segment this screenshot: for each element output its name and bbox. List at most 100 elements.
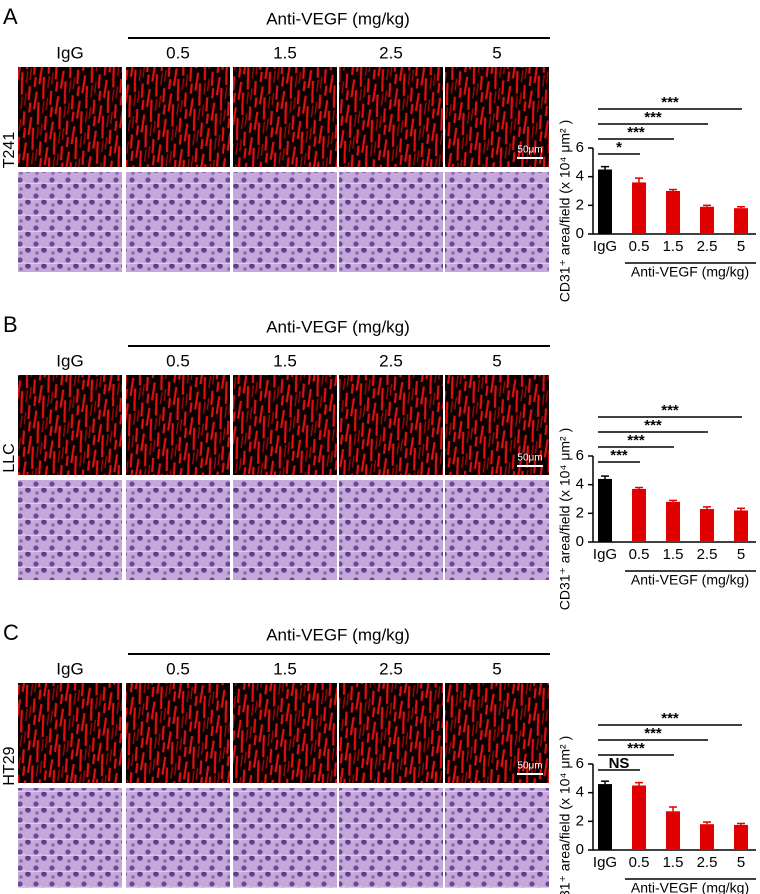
group-label: 0.5 [166, 659, 190, 678]
bar [598, 478, 612, 542]
he-image [339, 172, 443, 272]
group-label: 5 [492, 351, 501, 370]
cd31-image [126, 375, 230, 475]
x-tick-label: 5 [737, 854, 745, 871]
group-label: 2.5 [379, 659, 403, 678]
y-tick-label: 0 [576, 841, 584, 858]
group-label: 1.5 [273, 659, 297, 678]
he-image [126, 480, 230, 580]
significance-label: *** [644, 417, 662, 434]
y-tick-label: 6 [576, 755, 584, 772]
scale-bar-label: 50μm [517, 453, 542, 464]
x-tick-label: IgG [593, 238, 617, 255]
cd31-image [339, 683, 443, 783]
he-image [339, 480, 443, 580]
y-axis-label: CD31⁺ area/field (x 10⁴ μm² ) [557, 736, 573, 894]
scale-bar-label: 50μm [517, 145, 542, 156]
group-label: IgG [56, 43, 83, 62]
significance-label: *** [644, 109, 662, 126]
group-label: 2.5 [379, 43, 403, 62]
x-tick-label: 2.5 [697, 238, 718, 255]
he-image [18, 788, 122, 888]
significance-label: *** [610, 447, 628, 464]
he-image [126, 788, 230, 888]
x-tick-label: 0.5 [629, 854, 650, 871]
x-tick-label: IgG [593, 546, 617, 563]
group-label: 0.5 [166, 43, 190, 62]
he-image [445, 172, 549, 272]
panel-label: C [3, 620, 19, 645]
x-group-label: Anti-VEGF (mg/kg) [631, 264, 749, 280]
bar [700, 206, 714, 234]
cd31-image [18, 375, 122, 475]
treatment-label: Anti-VEGF (mg/kg) [266, 317, 410, 336]
group-label: 5 [492, 43, 501, 62]
x-tick-label: 0.5 [629, 238, 650, 255]
group-label: 1.5 [273, 351, 297, 370]
cd31-image [445, 375, 549, 475]
cell-line-label: HT29 [1, 746, 18, 785]
y-tick-label: 0 [576, 225, 584, 242]
cd31-image [233, 375, 337, 475]
cd31-image [18, 67, 122, 167]
y-tick-label: 2 [576, 812, 584, 829]
panel-label: A [3, 4, 18, 29]
bar [734, 510, 748, 542]
significance-label: *** [644, 725, 662, 742]
x-tick-label: 0.5 [629, 546, 650, 563]
he-image [18, 172, 122, 272]
x-group-label: Anti-VEGF (mg/kg) [631, 572, 749, 588]
group-label: IgG [56, 659, 83, 678]
y-tick-label: 6 [576, 447, 584, 464]
y-tick-label: 2 [576, 504, 584, 521]
cd31-image [126, 683, 230, 783]
y-tick-label: 4 [576, 476, 584, 493]
cd31-image [126, 67, 230, 167]
x-tick-label: 2.5 [697, 854, 718, 871]
bar [598, 169, 612, 234]
group-label: 1.5 [273, 43, 297, 62]
he-image [339, 788, 443, 888]
bar [734, 824, 748, 850]
bar [632, 785, 646, 850]
he-image [18, 480, 122, 580]
cd31-image [339, 375, 443, 475]
x-tick-label: 1.5 [663, 546, 684, 563]
y-tick-label: 2 [576, 196, 584, 213]
y-tick-label: 0 [576, 533, 584, 550]
bar [632, 182, 646, 234]
x-tick-label: IgG [593, 854, 617, 871]
significance-label: *** [661, 710, 679, 727]
he-image [233, 172, 337, 272]
y-axis-label: CD31⁺ area/field (x 10⁴ μm² ) [557, 428, 573, 611]
bar [666, 191, 680, 234]
scale-bar-label: 50μm [517, 761, 542, 772]
cell-line-label: T241 [1, 132, 18, 169]
panel-label: B [3, 312, 18, 337]
group-label: 0.5 [166, 351, 190, 370]
he-image [126, 172, 230, 272]
he-image [445, 788, 549, 888]
significance-label: * [616, 139, 622, 156]
bar [632, 488, 646, 542]
y-axis-label: CD31⁺ area/field (x 10⁴ μm² ) [557, 120, 573, 303]
x-tick-label: 5 [737, 238, 745, 255]
treatment-label: Anti-VEGF (mg/kg) [266, 625, 410, 644]
group-label: 5 [492, 659, 501, 678]
group-label: 2.5 [379, 351, 403, 370]
significance-label: *** [661, 402, 679, 419]
significance-label: *** [627, 124, 645, 141]
bar [700, 509, 714, 542]
bar [666, 811, 680, 850]
treatment-label: Anti-VEGF (mg/kg) [266, 9, 410, 28]
cd31-image [233, 683, 337, 783]
he-image [233, 480, 337, 580]
y-tick-label: 4 [576, 784, 584, 801]
group-label: IgG [56, 351, 83, 370]
bar [598, 784, 612, 850]
significance-label: *** [627, 740, 645, 757]
cell-line-label: LLC [1, 443, 18, 472]
bar [666, 501, 680, 542]
x-group-label: Anti-VEGF (mg/kg) [631, 880, 749, 894]
